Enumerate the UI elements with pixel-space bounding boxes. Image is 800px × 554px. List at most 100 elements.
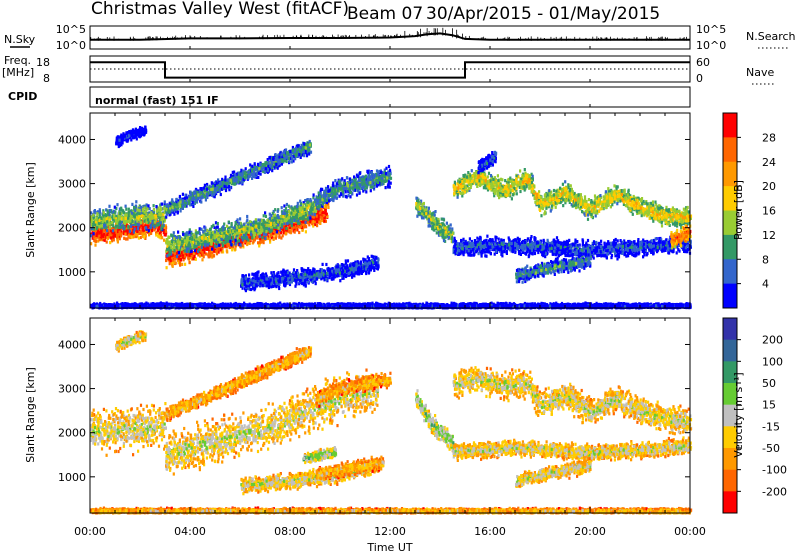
heatmap-cell xyxy=(176,236,178,239)
heatmap-cell xyxy=(139,232,141,235)
heatmap-cell xyxy=(247,238,249,241)
heatmap-cell xyxy=(296,213,298,216)
heatmap-cell xyxy=(153,204,155,207)
heatmap-cell xyxy=(295,154,297,157)
heatmap-cell xyxy=(107,209,109,212)
heatmap-cell xyxy=(158,213,160,216)
heatmap-cell xyxy=(313,193,315,196)
heatmap-cell xyxy=(147,218,149,221)
heatmap-cell xyxy=(309,143,311,146)
heatmap-cell xyxy=(98,222,100,225)
heatmap-cell xyxy=(370,189,372,192)
heatmap-cell xyxy=(202,230,204,233)
heatmap-cell xyxy=(277,214,279,217)
heatmap-cell xyxy=(239,173,241,176)
heatmap-cell xyxy=(249,220,251,223)
heatmap-cell xyxy=(270,234,272,237)
heatmap-cell xyxy=(297,222,299,225)
heatmap-cell xyxy=(171,264,173,267)
heatmap-cell xyxy=(164,233,166,236)
heatmap-cell xyxy=(130,225,132,228)
heatmap-cell xyxy=(211,181,213,184)
heatmap-cell xyxy=(224,185,226,188)
heatmap-cell xyxy=(232,171,234,174)
heatmap-cell xyxy=(129,220,131,223)
heatmap-cell xyxy=(98,219,100,222)
heatmap-cell xyxy=(147,204,149,207)
heatmap-cell xyxy=(181,247,183,250)
heatmap-cell xyxy=(277,210,279,213)
heatmap-cell xyxy=(303,220,305,223)
heatmap-cell xyxy=(133,235,135,238)
heatmap-cell xyxy=(299,200,301,203)
heatmap-cell xyxy=(227,237,229,240)
heatmap-cell xyxy=(318,217,320,220)
heatmap-cell xyxy=(238,239,240,242)
heatmap-cell xyxy=(265,215,267,218)
heatmap-cell xyxy=(175,198,177,201)
heatmap-cell xyxy=(191,250,193,253)
heatmap-cell xyxy=(285,232,287,235)
heatmap-cell xyxy=(227,179,229,182)
heatmap-cell xyxy=(124,233,126,236)
heatmap-cell xyxy=(291,220,293,223)
heatmap-cell xyxy=(186,231,188,234)
heatmap-cell xyxy=(280,153,282,156)
heatmap-cell xyxy=(210,191,212,194)
heatmap-cell xyxy=(305,213,307,216)
heatmap-cell xyxy=(216,182,218,185)
heatmap-cell xyxy=(134,227,136,230)
heatmap-cell xyxy=(242,228,244,231)
heatmap-cell xyxy=(99,210,101,213)
heatmap-cell xyxy=(255,221,257,224)
heatmap-cell xyxy=(316,221,318,224)
heatmap-cell xyxy=(275,237,277,240)
heatmap-cell xyxy=(238,222,240,225)
heatmap-cell xyxy=(259,163,261,166)
heatmap-cell xyxy=(179,236,181,239)
heatmap-cell xyxy=(226,182,228,185)
heatmap-cell xyxy=(188,250,190,253)
heatmap-cell xyxy=(385,186,387,189)
heatmap-cell xyxy=(280,220,282,223)
heatmap-cell xyxy=(270,222,272,225)
heatmap-cell xyxy=(260,226,262,229)
heatmap-cell xyxy=(136,230,138,233)
heatmap-cell xyxy=(268,156,270,159)
heatmap-cell xyxy=(193,245,195,248)
heatmap-cell xyxy=(166,239,168,242)
heatmap-cell xyxy=(275,163,277,166)
heatmap-cell xyxy=(303,225,305,228)
heatmap-cell xyxy=(192,205,194,208)
heatmap-cell xyxy=(222,244,224,247)
cpid-program-text: normal (fast) 151 IF xyxy=(95,94,219,107)
heatmap-cell xyxy=(168,247,170,250)
heatmap-cell xyxy=(257,218,259,221)
heatmap-cell xyxy=(195,235,197,238)
heatmap-cell xyxy=(203,235,205,238)
heatmap-cell xyxy=(157,229,159,232)
heatmap-cell xyxy=(124,222,126,225)
freq-strip: Freq. [MHz] 18 8 60 0 Nave xyxy=(2,54,774,85)
heatmap-cell xyxy=(296,205,298,208)
heatmap-cell xyxy=(283,154,285,157)
heatmap-cell xyxy=(192,201,194,204)
heatmap-cell xyxy=(158,209,160,212)
heatmap-cell xyxy=(220,193,222,196)
heatmap-cell xyxy=(135,233,137,236)
heatmap-cell xyxy=(301,144,303,147)
heatmap-cell xyxy=(260,241,262,244)
heatmap-cell xyxy=(109,226,111,229)
heatmap-cell xyxy=(299,150,301,153)
heatmap-cell xyxy=(229,246,231,249)
heatmap-cell xyxy=(216,186,218,189)
heatmap-cell xyxy=(274,208,276,211)
heatmap-cell xyxy=(128,208,130,211)
heatmap-cell xyxy=(91,220,93,223)
heatmap-cell xyxy=(251,165,253,168)
heatmap-cell xyxy=(199,254,201,257)
heatmap-cell xyxy=(141,214,143,217)
heatmap-cell xyxy=(182,199,184,202)
heatmap-cell xyxy=(286,222,288,225)
